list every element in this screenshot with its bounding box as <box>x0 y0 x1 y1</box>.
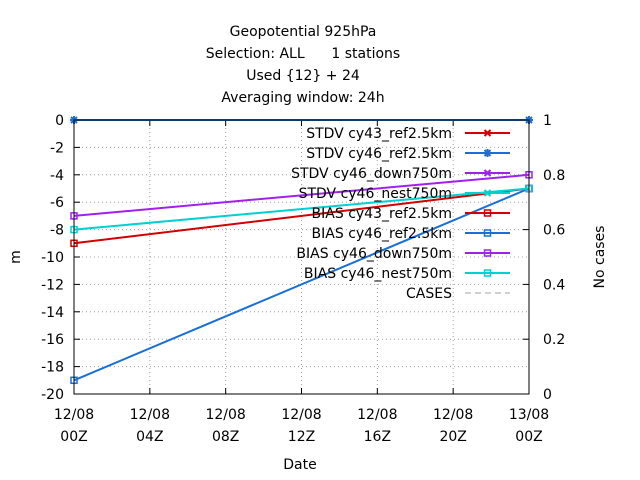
x-tick-label: 12/08 <box>130 407 170 423</box>
legend-label: BIAS cy46_ref2.5km <box>312 226 452 242</box>
y2-axis-label: No cases <box>592 226 608 289</box>
y2-tick-label: 0.8 <box>543 168 565 184</box>
legend-label: STDV cy46_nest750m <box>299 186 452 202</box>
legend-marker <box>483 229 492 237</box>
series-line <box>73 173 530 217</box>
y2-tick-label: 0.4 <box>543 277 565 293</box>
x-tick-label: 16Z <box>364 429 391 445</box>
square-marker <box>483 269 492 277</box>
title-line: Averaging window: 24h <box>221 90 384 106</box>
cross-stroke <box>483 189 492 197</box>
legend-item: BIAS cy46_down750m <box>296 246 510 262</box>
y-axis-label: m <box>8 250 24 264</box>
axis-ticks: 0 -2 -4 -6 -8 -10 -12 -14 -16 -18 -20 1 0.8 0.6 0.4 0.2… <box>41 113 565 445</box>
y2-tick-label: 0.6 <box>543 223 565 239</box>
x-tick-label: 12/08 <box>433 407 473 423</box>
series-line <box>73 187 530 245</box>
y-tick-label: 0 <box>55 113 64 129</box>
y-tick-label: -14 <box>41 305 64 321</box>
square-marker <box>483 209 492 217</box>
legend-marker <box>483 269 492 277</box>
x-tick-label: 12/08 <box>281 407 321 423</box>
chart-title: Geopotential 925hPa Selection: ALL 1 stat… <box>206 24 400 106</box>
legend-item: STDV cy46_down750m <box>291 166 510 182</box>
legend-item: BIAS cy46_nest750m <box>304 266 510 282</box>
x-tick-label: 12/08 <box>205 407 245 423</box>
x-axis-label: Date <box>283 457 316 473</box>
legend-item: BIAS cy43_ref2.5km <box>312 206 510 222</box>
y-tick-label: -2 <box>50 140 64 156</box>
legend-marker <box>483 209 492 217</box>
y-tick-label: -4 <box>50 168 64 184</box>
y-tick-label: -12 <box>41 277 64 293</box>
legend-label: STDV cy43_ref2.5km <box>306 126 452 142</box>
legend-label: BIAS cy43_ref2.5km <box>312 206 452 222</box>
legend-marker <box>483 149 492 157</box>
title-line: Selection: ALL 1 stations <box>206 46 400 62</box>
legend-marker <box>483 189 492 197</box>
title-line: Used {12} + 24 <box>246 68 360 84</box>
x-tick-label: 12/08 <box>54 407 94 423</box>
x-tick-label: 00Z <box>515 429 542 445</box>
legend: STDV cy43_ref2.5km STDV cy46_ref2.5km STDV… <box>291 126 510 302</box>
y2-tick-label: 0 <box>543 387 552 403</box>
x-tick-label: 13/08 <box>509 407 549 423</box>
legend-marker <box>483 249 492 257</box>
legend-label: STDV cy46_down750m <box>291 166 452 182</box>
legend-marker <box>483 129 492 137</box>
series-line <box>73 187 530 231</box>
y-tick-label: -8 <box>50 223 64 239</box>
x-tick-label: 04Z <box>136 429 163 445</box>
y-tick-label: -10 <box>41 250 64 266</box>
x-tick-label: 08Z <box>212 429 239 445</box>
y-tick-label: -16 <box>41 332 64 348</box>
legend-label: CASES <box>406 286 452 302</box>
series-line <box>73 187 530 382</box>
legend-label: BIAS cy46_nest750m <box>304 266 452 282</box>
y-tick-label: -20 <box>41 387 64 403</box>
cross-stroke <box>483 129 492 137</box>
legend-item: STDV cy46_nest750m <box>299 186 510 202</box>
title-line: Geopotential 925hPa <box>230 24 377 40</box>
x-tick-label: 00Z <box>60 429 87 445</box>
x-tick-label: 12Z <box>288 429 315 445</box>
cross-stroke <box>483 169 492 177</box>
y-tick-label: -18 <box>41 360 64 376</box>
legend-label: BIAS cy46_down750m <box>296 246 452 262</box>
plot-frame <box>73 119 530 395</box>
y2-tick-label: 1 <box>543 113 552 129</box>
legend-label: STDV cy46_ref2.5km <box>306 146 452 162</box>
legend-item: STDV cy43_ref2.5km <box>306 126 510 142</box>
y2-tick-label: 0.2 <box>543 332 565 348</box>
y-tick-label: -6 <box>50 195 64 211</box>
x-tick-label: 12/08 <box>357 407 397 423</box>
square-marker <box>483 249 492 257</box>
legend-item: BIAS cy46_ref2.5km <box>312 226 510 242</box>
legend-item: CASES <box>406 286 510 302</box>
legend-marker <box>483 169 492 177</box>
square-marker <box>483 229 492 237</box>
legend-item: STDV cy46_ref2.5km <box>306 146 510 162</box>
x-tick-label: 20Z <box>439 429 466 445</box>
